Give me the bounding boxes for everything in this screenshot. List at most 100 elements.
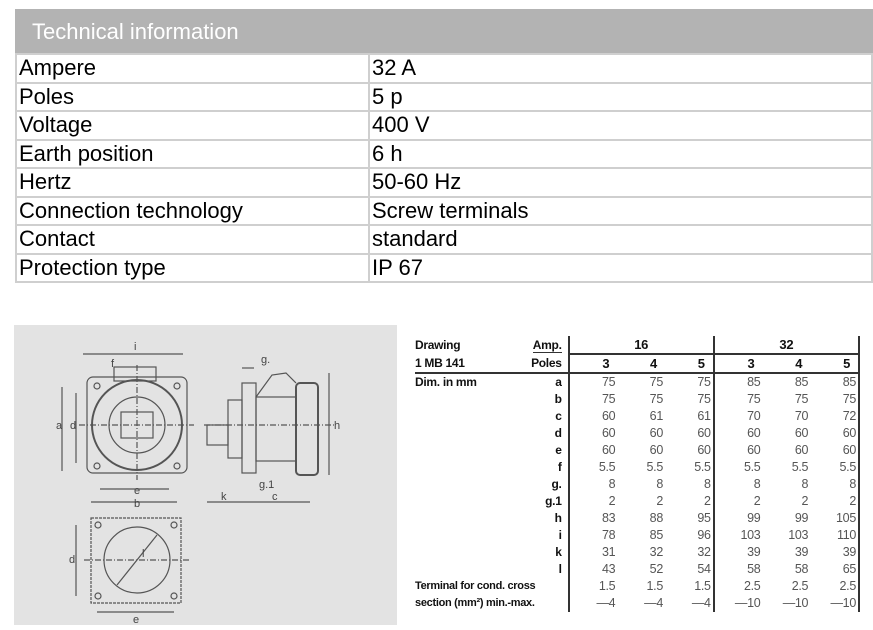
dimension-value: 70 [794, 409, 809, 423]
dimension-value: 60 [712, 425, 763, 442]
spec-row: Voltage 400 V [15, 110, 873, 141]
dimension-value: 60 [794, 426, 809, 440]
amp-group-16: 16 [567, 336, 714, 355]
dimension-key: g.1 [545, 494, 562, 508]
poles-label: Poles [512, 354, 569, 374]
spec-label: Poles [15, 81, 370, 112]
dimension-value: 99 [794, 511, 809, 525]
dimension-key: l [558, 562, 562, 576]
dimension-row: i 78 85 96 103 103 110 [415, 527, 860, 544]
dim-unit-label: Dim. in mm [415, 375, 477, 389]
dimension-value: 31 [567, 544, 618, 561]
poles-header: 5 [810, 354, 860, 374]
terminal-label: section (mm²) min.-max. [415, 597, 535, 609]
spec-label: Earth position [15, 138, 370, 169]
spec-label: Contact [15, 224, 370, 255]
dimension-key: k [555, 545, 562, 559]
label-f: f [111, 358, 115, 370]
dimension-value: 70 [712, 408, 763, 425]
terminal-value: —10 [782, 596, 809, 610]
dimension-value: 8 [704, 477, 711, 491]
spec-value: 400 V [368, 110, 873, 141]
dimension-value: 60 [810, 442, 860, 459]
dimension-value: 60 [649, 426, 664, 440]
spec-value: Screw terminals [368, 195, 873, 226]
terminal-value: —4 [567, 595, 618, 612]
dimension-row: k 31 32 32 39 39 39 [415, 544, 860, 561]
dimension-value: 75 [649, 392, 664, 406]
dimension-value: 39 [794, 545, 809, 559]
dimension-row: e 60 60 60 60 60 60 [415, 442, 860, 459]
label-k: k [221, 491, 227, 503]
dimension-value: 39 [810, 544, 860, 561]
drawing-label: Drawing [415, 337, 461, 352]
spec-value: 5 p [368, 81, 873, 112]
dimension-value: 60 [712, 442, 763, 459]
dimension-value: 75 [794, 392, 809, 406]
dimension-value: 103 [712, 527, 763, 544]
dimension-row: g.1 2 2 2 2 2 2 [415, 493, 860, 510]
dimension-value: 8 [801, 477, 809, 491]
dimension-value: 58 [794, 562, 809, 576]
terminal-value: —4 [644, 596, 663, 610]
spec-row: Connection technology Screw terminals [15, 195, 873, 226]
terminal-value: 2.5 [712, 578, 763, 595]
label-g1: g.1 [259, 479, 274, 491]
spec-label: Voltage [15, 110, 370, 141]
dimension-value: 32 [649, 545, 664, 559]
terminal-value: 1.5 [646, 579, 664, 593]
terminal-value: 1.5 [567, 578, 618, 595]
amp-group-32: 32 [712, 336, 861, 355]
technical-information-table: Technical information Ampere 32 A Poles 5… [15, 9, 873, 283]
spec-label: Hertz [15, 167, 370, 198]
cutout-view [75, 517, 189, 613]
spec-value: 6 h [368, 138, 873, 169]
dimension-row: f 5.5 5.5 5.5 5.5 5.5 5.5 [415, 459, 860, 476]
dimension-key: e [555, 443, 562, 457]
dimension-value: 96 [697, 528, 711, 542]
dimension-value: 2 [656, 494, 663, 508]
terminal-value: —10 [712, 595, 763, 612]
spec-row: Protection type IP 67 [15, 252, 873, 283]
terminal-value: —10 [810, 595, 860, 612]
spec-label: Protection type [15, 252, 370, 283]
dimension-value: 5.5 [646, 460, 664, 474]
spec-row: Ampere 32 A [15, 53, 873, 84]
label-a: a [56, 420, 63, 432]
dimension-value: 95 [697, 511, 711, 525]
dimension-drawing: i f a d e b g. g.1 h k c l d e [14, 325, 397, 626]
label-i: i [134, 341, 136, 353]
dimension-value: 60 [810, 425, 860, 442]
dimension-value: 8 [810, 476, 860, 493]
dimension-value: 103 [788, 528, 809, 542]
dimension-value: 39 [712, 544, 763, 561]
dimension-value: 58 [712, 561, 763, 578]
dimension-row: l 43 52 54 58 58 65 [415, 561, 860, 578]
label-b: b [134, 498, 140, 510]
front-view [61, 353, 194, 503]
label-d: d [70, 420, 76, 432]
dimension-row: b 75 75 75 75 75 75 [415, 391, 860, 408]
spec-label: Ampere [15, 53, 370, 84]
model-label: 1 MB 141 [415, 354, 513, 374]
dimension-value: 75 [567, 391, 618, 408]
dimension-row: g. 8 8 8 8 8 8 [415, 476, 860, 493]
dimension-value: 85 [649, 528, 664, 542]
dimension-value: 85 [794, 375, 809, 389]
label-e2: e [133, 614, 139, 625]
label-e: e [134, 485, 140, 497]
terminal-value: 2.5 [791, 579, 809, 593]
terminal-value: 2.5 [810, 578, 860, 595]
dimension-value: 75 [567, 373, 618, 391]
dimension-value: 2 [801, 494, 809, 508]
terminal-value: —4 [691, 596, 711, 610]
dimension-value: 61 [697, 409, 711, 423]
poles-header: 5 [664, 354, 714, 374]
terminal-row: section (mm²) min.-max. —4 —4 —4 —10 —10 —10 [415, 595, 860, 612]
dimension-value: 2 [704, 494, 711, 508]
spec-value: IP 67 [368, 252, 873, 283]
dimension-value: 75 [810, 391, 860, 408]
terminal-label: Terminal for cond. cross [415, 580, 536, 592]
dimension-value: 60 [567, 408, 618, 425]
dimension-key: h [554, 511, 562, 525]
